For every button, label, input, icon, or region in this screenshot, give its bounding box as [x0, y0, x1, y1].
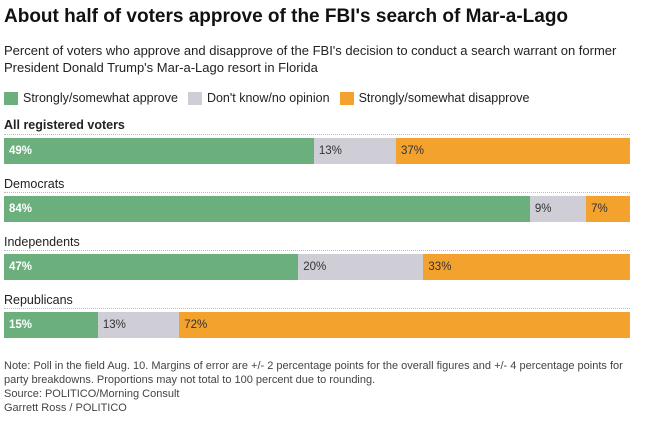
bar-segment-independents-no-opinion: 20% — [298, 254, 424, 280]
legend-item-no-opinion: Don't know/no opinion — [187, 91, 330, 105]
bar-segment-independents-disapprove: 33% — [423, 254, 630, 280]
bar-segment-republicans-no-opinion: 13% — [97, 312, 180, 338]
credit-line: Garrett Ross / POLITICO — [4, 402, 127, 414]
chart-title: About half of voters approve of the FBI'… — [4, 6, 569, 27]
data-label-independents-disapprove: 33% — [428, 261, 452, 273]
row-divider — [4, 134, 630, 135]
legend-item-approve: Strongly/somewhat approve — [4, 91, 178, 105]
source-line: Source: POLITICO/Morning Consult — [4, 388, 180, 400]
legend-label-no-opinion: Don't know/no opinion — [206, 91, 330, 105]
bar-segment-independents-approve: 47% — [4, 254, 299, 280]
category-label-all-voters: All registered voters — [4, 118, 125, 132]
category-label-democrats: Democrats — [4, 177, 65, 191]
data-label-republicans-disapprove: 72% — [184, 319, 208, 331]
row-divider — [4, 308, 630, 309]
data-label-republicans-no-opinion: 13% — [102, 319, 126, 331]
category-label-republicans: Republicans — [4, 293, 73, 307]
bar-segment-all-voters-approve: 49% — [4, 138, 314, 164]
bar-row-republicans: 15% 13% 72% — [4, 312, 630, 338]
legend-swatch-approve — [4, 91, 18, 105]
bar-segment-all-voters-no-opinion: 13% — [313, 138, 397, 164]
bar-row-all-voters: 49% 13% 37% — [4, 138, 630, 164]
data-label-democrats-approve: 84% — [9, 203, 33, 215]
data-label-independents-no-opinion: 20% — [303, 261, 327, 273]
legend-label-approve: Strongly/somewhat approve — [23, 91, 178, 105]
footnote: Note: Poll in the field Aug. 10. Margins… — [4, 360, 623, 386]
legend-item-disapprove: Strongly/somewhat disapprove — [339, 91, 530, 105]
legend: Strongly/somewhat approve Don't know/no … — [4, 90, 540, 106]
bar-segment-democrats-disapprove: 7% — [586, 196, 630, 222]
bar-row-democrats: 84% 9% 7% — [4, 196, 630, 222]
data-label-independents-approve: 47% — [9, 261, 33, 273]
bar-segment-all-voters-disapprove: 37% — [396, 138, 630, 164]
bar-row-independents: 47% 20% 33% — [4, 254, 630, 280]
bar-segment-republicans-disapprove: 72% — [179, 312, 630, 338]
data-label-all-voters-no-opinion: 13% — [318, 145, 342, 157]
chart-footer: Note: Poll in the field Aug. 10. Margins… — [4, 359, 648, 415]
category-label-independents: Independents — [4, 235, 80, 249]
legend-label-disapprove: Strongly/somewhat disapprove — [358, 91, 530, 105]
data-label-republicans-approve: 15% — [9, 319, 33, 331]
row-divider — [4, 192, 630, 193]
chart-subtitle: Percent of voters who approve and disapp… — [4, 43, 617, 75]
legend-swatch-disapprove — [339, 91, 354, 105]
bar-segment-republicans-approve: 15% — [4, 312, 98, 338]
data-label-democrats-no-opinion: 9% — [534, 203, 552, 215]
legend-swatch-no-opinion — [187, 91, 202, 105]
data-label-all-voters-approve: 49% — [9, 145, 33, 157]
bar-segment-democrats-approve: 84% — [4, 196, 530, 222]
data-label-all-voters-disapprove: 37% — [401, 145, 425, 157]
data-label-democrats-disapprove: 7% — [591, 203, 608, 215]
bar-segment-democrats-no-opinion: 9% — [529, 196, 587, 222]
row-divider — [4, 250, 630, 251]
